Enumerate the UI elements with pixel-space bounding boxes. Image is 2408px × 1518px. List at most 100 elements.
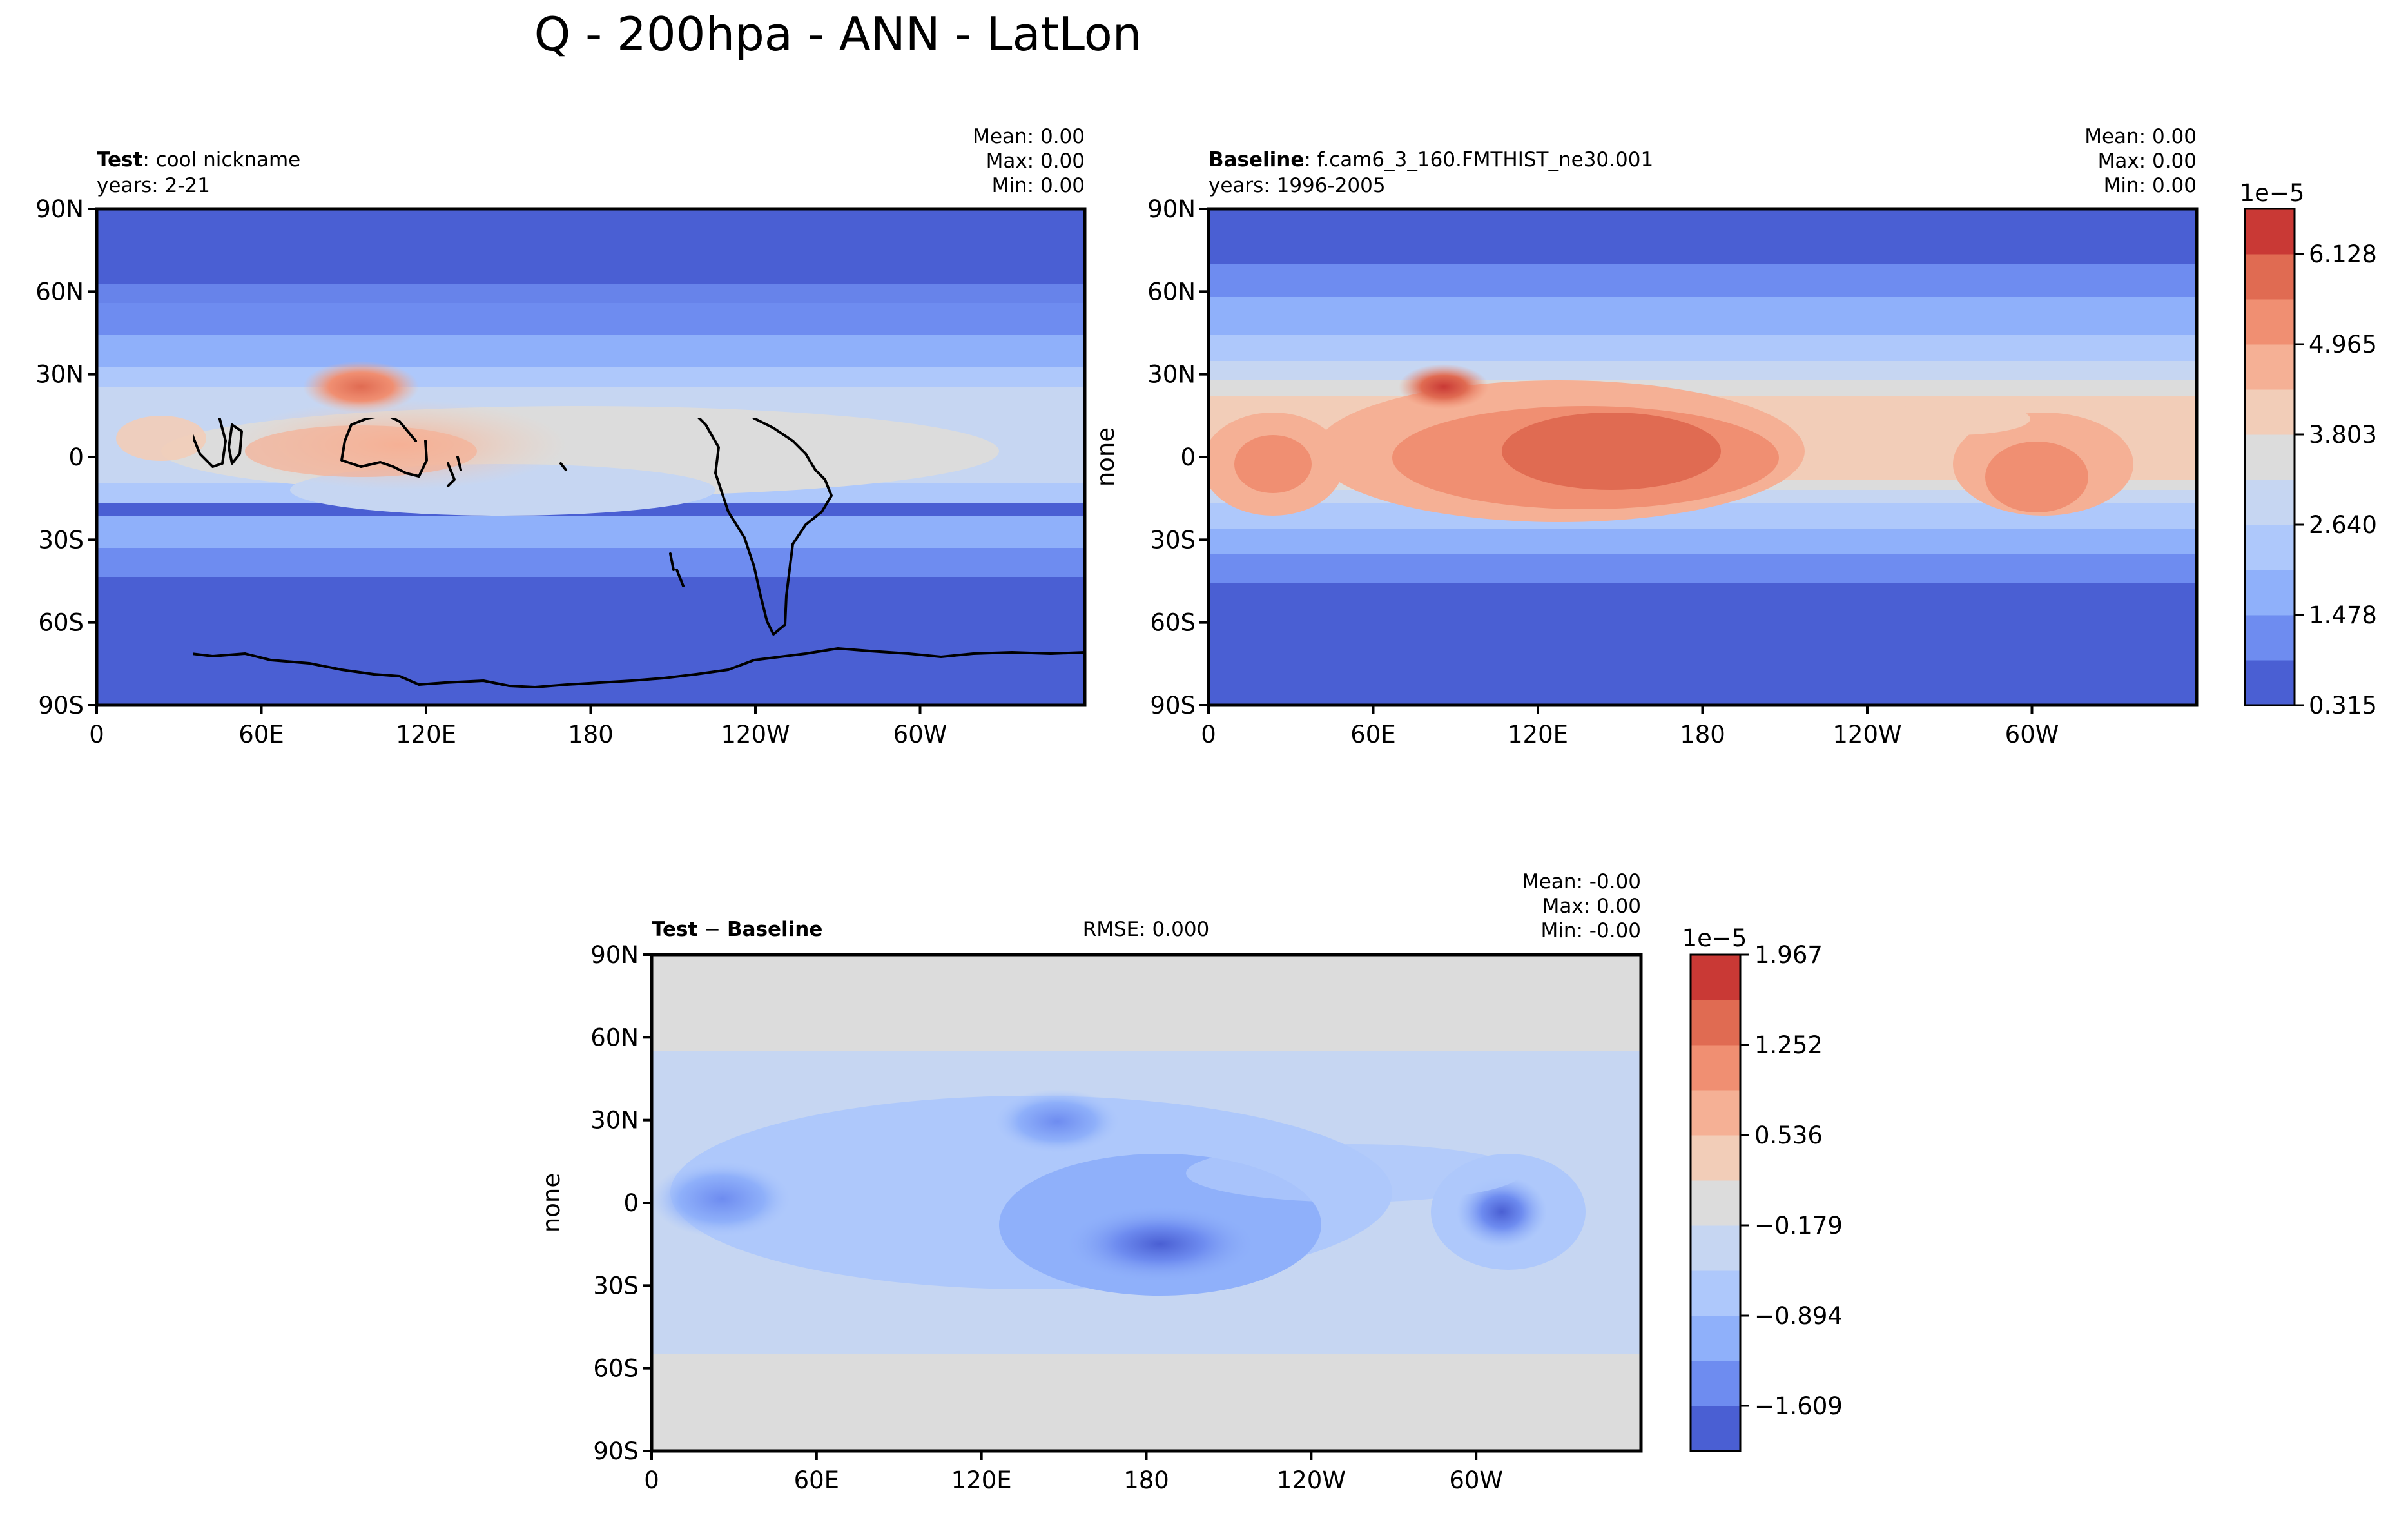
test-mean: Mean: 0.00 [973,125,1085,148]
baseline-lat-tick-label: 30S [1150,526,1196,554]
test-contour-field [97,209,1085,705]
test-label: Test: cool nickname [97,148,300,171]
baseline-lon-tick-label: 180 [1680,721,1725,748]
baseline-mean: Mean: 0.00 [2084,125,2197,148]
test-min: Min: 0.00 [992,174,1085,197]
diff-lat-tick-label: 90S [593,1437,639,1465]
colorbar-tick-label: −0.179 [1754,1212,1843,1240]
diff-ylabel: none [538,1173,565,1232]
colorbar-swatch [1691,1090,1740,1136]
diff-lat-tick-label: 30N [590,1107,639,1134]
colorbar-tick-label: 1.967 [1754,941,1823,969]
diff-rmse: RMSE: 0.000 [1083,918,1210,941]
test-lon-tick-label: 60W [893,721,947,748]
colorbar-tick-label: 0.315 [2309,692,2377,719]
baseline-lat-tick-label: 0 [1180,443,1196,471]
diff-max: Max: 0.00 [1542,895,1641,918]
colorbar-tick-label: 6.128 [2309,240,2377,268]
diff-contour-field [652,955,1641,1451]
baseline-lat-tick-label: 60S [1150,609,1196,637]
test-lat-tick-label: 30N [35,361,84,389]
baseline-lon-tick-label: 120E [1508,721,1568,748]
test-lon-tick-label: 60E [238,721,284,748]
baseline-min: Min: 0.00 [2104,174,2197,197]
colorbar-frame [2244,208,2296,706]
diff-lat-tick-label: 0 [623,1189,639,1217]
colorbar-swatch [1691,1406,1740,1452]
colorbar-swatch [2245,344,2295,390]
diff-lat-tick-label: 60N [590,1024,639,1051]
colorbar-tick-label: 1.478 [2309,601,2377,629]
diff-lat-tick-label: 90N [590,941,639,969]
colorbar-swatch [2245,209,2295,255]
baseline-lon-tick-label: 120W [1832,721,1901,748]
test-lat-tick-label: 90S [38,692,84,719]
test-lat-tick-label: 90N [35,195,84,223]
colorbar-swatch [2245,660,2295,706]
colorbar-tick-label: 1.252 [1754,1031,1823,1059]
baseline-lat-tick-label: 90N [1147,195,1196,223]
test-lat-tick-label: 30S [38,526,84,554]
colorbar-swatch [2245,254,2295,300]
colorbar-swatch [2245,389,2295,435]
colorbar-swatch [1691,1361,1740,1406]
diff-panel [652,955,1641,1451]
colorbar-swatch [2245,615,2295,661]
test-lon-tick-label: 180 [568,721,614,748]
main-colorbar-scale: 1e−5 [2240,179,2305,207]
diff-colorbar-scale: 1e−5 [1682,924,1747,952]
colorbar-tick-label: 3.803 [2309,421,2377,449]
baseline-lon-tick-label: 60E [1350,721,1395,748]
main-colorbar: 0.315 1.478 2.640 3.803 4.965 6.128 [2244,208,2377,719]
baseline-label: Baseline: f.cam6_3_160.FMTHIST_ne30.001 [1209,148,1653,171]
baseline-max: Max: 0.00 [2098,150,2197,173]
diff-lon-tick-label: 60E [794,1466,839,1494]
test-lat-tick-label: 60S [38,609,84,637]
colorbar-swatch [1691,1045,1740,1091]
baseline-lon-tick-label: 0 [1201,721,1216,748]
colorbar-swatch [1691,1135,1740,1181]
baseline-lat-tick-label: 90S [1150,692,1196,719]
diff-lon-tick-label: 60W [1449,1466,1503,1494]
colorbar-tick-label: −1.609 [1754,1392,1843,1420]
baseline-ylabel: none [1092,427,1120,487]
colorbar-swatch [1691,1000,1740,1046]
colorbar-tick-label: 2.640 [2309,511,2377,539]
figure-title: Q - 200hpa - ANN - LatLon [534,7,1142,61]
test-lat-tick-label: 60N [35,278,84,306]
colorbar-swatch [1691,955,1740,1000]
baseline-contour-field [1209,209,2197,705]
diff-label: Test − Baseline [652,918,822,941]
colorbar-frame [1689,953,1742,1452]
test-lon-tick-label: 0 [89,721,104,748]
diff-min: Min: -0.00 [1540,919,1641,942]
colorbar-swatch [2245,570,2295,616]
test-years: years: 2-21 [97,174,210,197]
colorbar-swatch [1691,1270,1740,1316]
diff-lat-tick-label: 30S [593,1272,639,1299]
baseline-lon-tick-label: 60W [2005,721,2059,748]
colorbar-swatch [1691,1180,1740,1226]
test-max: Max: 0.00 [986,150,1085,173]
colorbar-tick-label: 4.965 [2309,331,2377,358]
colorbar-tick-label: −0.894 [1754,1302,1843,1330]
test-lat-tick-label: 0 [68,443,84,471]
test-panel [97,209,1085,705]
baseline-lat-tick-label: 60N [1147,278,1196,306]
diff-lon-tick-label: 0 [644,1466,659,1494]
baseline-panel [1209,209,2197,705]
diff-lon-tick-label: 120W [1277,1466,1346,1494]
diff-lon-tick-label: 180 [1123,1466,1169,1494]
test-lon-tick-label: 120E [396,721,456,748]
test-lon-tick-label: 120W [721,721,790,748]
colorbar-swatch [2245,299,2295,345]
colorbar-tick-label: 0.536 [1754,1122,1823,1149]
colorbar-swatch [1691,1225,1740,1271]
colorbar-swatch [2245,480,2295,525]
colorbar-swatch [1691,1316,1740,1361]
colorbar-swatch [2245,434,2295,480]
colorbar-swatch [2245,525,2295,570]
